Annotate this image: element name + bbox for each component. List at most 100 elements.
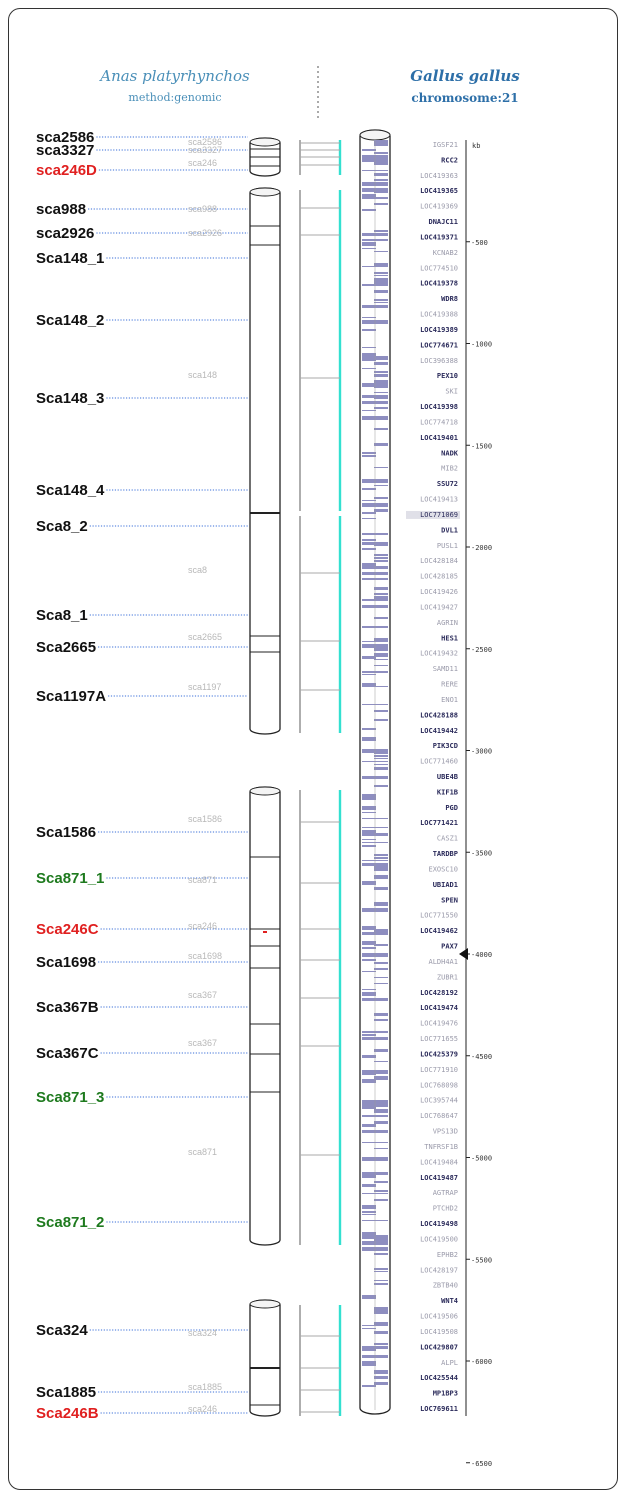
figure-frame [8, 8, 618, 1490]
chromosome-band [374, 944, 388, 946]
chromosome-band [362, 1328, 376, 1329]
chromosome-band [374, 1280, 388, 1281]
kb-tick-label: -4500 [471, 1053, 492, 1061]
left-species-header: Anas platyrhynchos method:genomic [95, 67, 255, 104]
gene-label: LOC419508 [420, 1328, 458, 1336]
chromosome-band [374, 902, 388, 906]
scaffold-label: Sca8_2 [36, 518, 88, 535]
gene-label: AGRIN [437, 619, 458, 627]
scaffold-label: Sca148_3 [36, 390, 104, 407]
chromosome-band [374, 140, 388, 143]
gene-label: MIB2 [441, 465, 458, 473]
duck-scaffold-column-2 [249, 786, 281, 1246]
scaffold-label: Sca148_1 [36, 250, 104, 267]
gene-label: LOC771550 [420, 912, 458, 920]
gene-label: LOC419474 [420, 1004, 458, 1012]
scaffold-label: Sca367B [36, 999, 99, 1016]
gene-label: SKI [445, 388, 458, 396]
chromosome-band [374, 161, 388, 165]
chromosome-band [362, 947, 376, 949]
left-method-label: method:genomic [128, 91, 222, 104]
chromosome-band [374, 1322, 388, 1325]
scaffold-label: Sca367C [36, 1045, 99, 1062]
gene-label: LOC419363 [420, 172, 458, 180]
chromosome-band [374, 962, 388, 964]
chromosome-band [362, 1106, 376, 1109]
chromosome-band [374, 1148, 388, 1149]
gene-label: UBIAD1 [433, 881, 458, 889]
chromosome-band [362, 563, 376, 566]
chromosome-band [374, 752, 388, 754]
scaffold-label: Sca1586 [36, 824, 96, 841]
chromosome-band [374, 1307, 388, 1310]
duck-scaffold-column-3 [249, 1299, 281, 1417]
gene-label: WDR8 [441, 295, 458, 303]
chromosome-band [374, 1109, 388, 1113]
chromosome-band [362, 353, 376, 357]
gene-label: LOC419432 [420, 650, 458, 658]
gene-label: LOC419442 [420, 727, 458, 735]
scaffold-label: Sca246C [36, 921, 99, 938]
scaffold-ghost-label: sca1698 [188, 951, 222, 961]
chromosome-band [362, 959, 376, 961]
gene-label: LOC419369 [420, 203, 458, 211]
scaffold-ghost-label: sca246 [188, 1404, 217, 1414]
gene-label: RCC2 [441, 156, 458, 164]
scaffold-label: sca2586 [36, 129, 94, 146]
gene-label: WNT4 [441, 1297, 458, 1305]
gene-label: LOC419487 [420, 1174, 458, 1182]
gene-label: RERE [441, 681, 458, 689]
chromosome-band [374, 554, 388, 556]
chromosome-band [362, 488, 376, 490]
chromosome-band [374, 362, 388, 365]
chromosome-band [374, 272, 388, 274]
duck-scaffold-cap-2 [249, 786, 281, 796]
scaffold-ghost-label: sca2926 [188, 228, 222, 238]
gene-label: LOC428185 [420, 573, 458, 581]
scaffold-ghost-label: sca871 [188, 875, 217, 885]
chromosome-band [362, 317, 376, 318]
chromosome-band [374, 509, 388, 512]
chromosome-band [362, 248, 376, 249]
gene-label: LOC428197 [420, 1266, 458, 1274]
scaffold-ghost-label: sca2665 [188, 632, 222, 642]
chromosome-band [362, 1124, 376, 1127]
kb-tick-label: -6500 [471, 1460, 492, 1468]
chromosome-band [374, 968, 388, 970]
chromosome-band [362, 737, 376, 741]
chromosome-band [374, 380, 388, 384]
scaffold-label: Sca2665 [36, 639, 96, 656]
left-species-name: Anas platyrhynchos [100, 67, 250, 85]
chromosome-band [362, 1361, 376, 1365]
chromosome-band [374, 587, 388, 590]
gene-label: PAX7 [441, 943, 458, 951]
gene-label: LOC428184 [420, 557, 458, 565]
gene-label: PGD [445, 804, 458, 812]
scaffold-label: sca2926 [36, 225, 94, 242]
chromosome-band [374, 758, 388, 759]
kb-tick-label: -1500 [471, 442, 492, 450]
gene-label: SSU72 [437, 480, 458, 488]
scaffold-ghost-label: sca1197 [188, 682, 221, 692]
chromosome-band [362, 1073, 376, 1075]
scaffold-ghost-label: sca246 [188, 921, 217, 931]
duck-scaffold-cap-1 [249, 187, 281, 197]
gene-label: EXOSC10 [428, 865, 458, 873]
chromosome-band [374, 1370, 388, 1374]
gene-label: LOC768647 [420, 1112, 458, 1120]
chromosome-band [374, 866, 388, 870]
chromosome-band [362, 149, 376, 151]
chromosome-band [362, 941, 376, 945]
gene-label: LOC419413 [420, 496, 458, 504]
chromosome-band [374, 299, 388, 301]
chromosome-band [362, 881, 376, 885]
chromosome-band [362, 839, 376, 840]
gene-label: LOC419476 [420, 1020, 458, 1028]
chromosome-band [374, 386, 388, 388]
gene-label: LOC419484 [420, 1158, 458, 1166]
gene-label: LOC419427 [420, 603, 458, 611]
gene-label: KIF1B [437, 788, 458, 796]
chromosome-band [374, 1013, 388, 1016]
gene-label: LOC768098 [420, 1081, 458, 1089]
scaffold-label: Sca1698 [36, 954, 96, 971]
